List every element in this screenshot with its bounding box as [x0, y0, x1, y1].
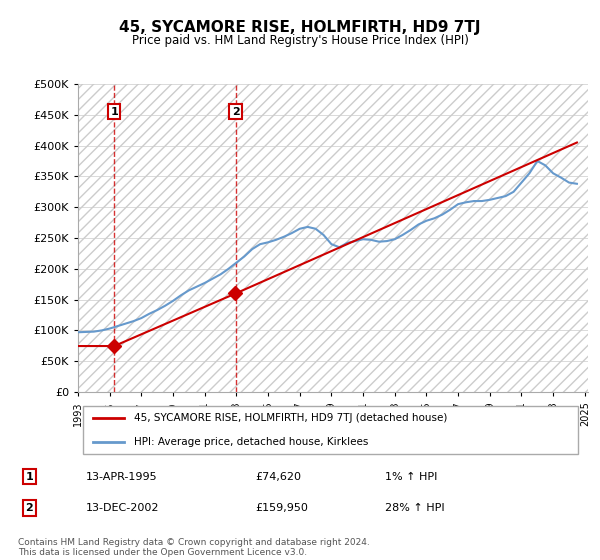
Text: 1: 1 — [110, 107, 118, 116]
Text: 13-DEC-2002: 13-DEC-2002 — [86, 503, 159, 513]
Text: 2: 2 — [232, 107, 239, 116]
Text: 28% ↑ HPI: 28% ↑ HPI — [385, 503, 444, 513]
Text: 45, SYCAMORE RISE, HOLMFIRTH, HD9 7TJ (detached house): 45, SYCAMORE RISE, HOLMFIRTH, HD9 7TJ (d… — [134, 413, 448, 423]
Text: Contains HM Land Registry data © Crown copyright and database right 2024.
This d: Contains HM Land Registry data © Crown c… — [18, 538, 370, 557]
FancyBboxPatch shape — [83, 406, 578, 454]
Text: 13-APR-1995: 13-APR-1995 — [86, 472, 157, 482]
Text: 2: 2 — [25, 503, 33, 513]
Text: 1% ↑ HPI: 1% ↑ HPI — [385, 472, 437, 482]
Text: Price paid vs. HM Land Registry's House Price Index (HPI): Price paid vs. HM Land Registry's House … — [131, 34, 469, 46]
Text: £74,620: £74,620 — [255, 472, 301, 482]
Text: 1: 1 — [25, 472, 33, 482]
Text: £159,950: £159,950 — [255, 503, 308, 513]
Text: 45, SYCAMORE RISE, HOLMFIRTH, HD9 7TJ: 45, SYCAMORE RISE, HOLMFIRTH, HD9 7TJ — [119, 20, 481, 35]
Text: HPI: Average price, detached house, Kirklees: HPI: Average price, detached house, Kirk… — [134, 437, 368, 447]
